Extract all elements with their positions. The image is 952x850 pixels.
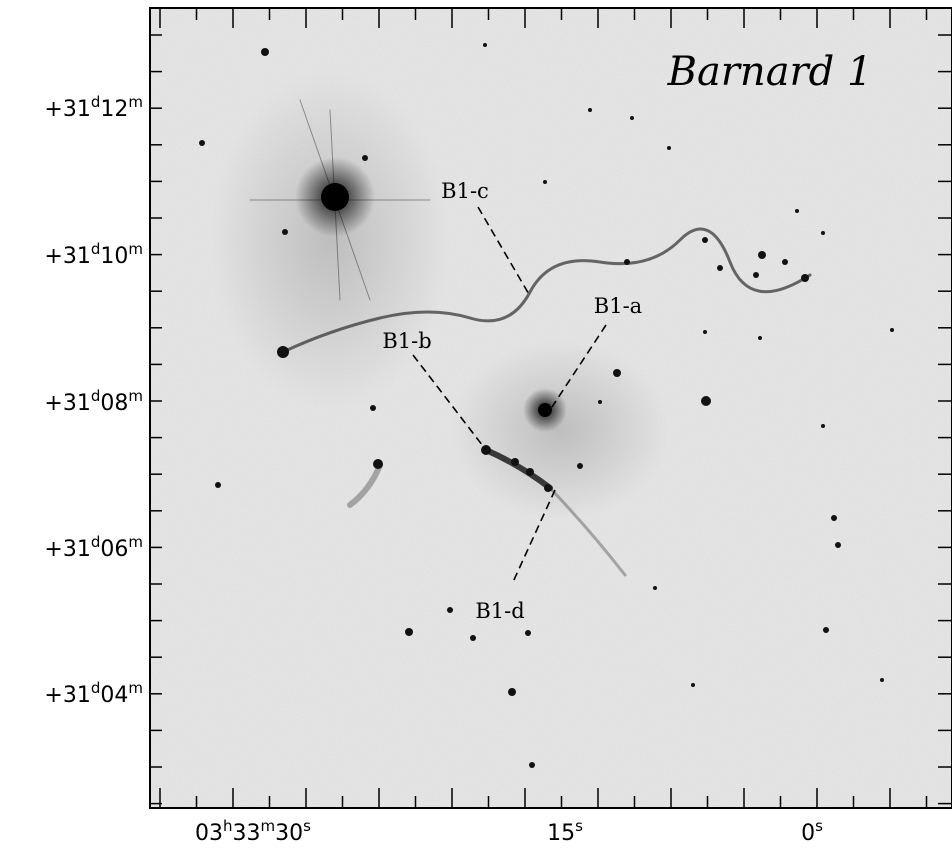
star [215,482,221,488]
star [703,330,707,334]
star [691,683,695,687]
tick-label: 15s [547,817,583,846]
image-area [150,8,952,808]
tick-label-part: 03 [195,821,223,846]
tick-label-unit: s [815,817,823,835]
star [667,146,671,150]
star [758,336,762,340]
tick-label-part: 33 [233,821,261,846]
tick-label-part: +31 [44,391,90,416]
tick-label: +31d06m [44,533,143,562]
star [890,328,894,332]
tick-label-unit: d [91,533,101,551]
annotation: B1-a [594,294,642,318]
tick-label-unit: s [303,817,311,835]
tick-label-unit: m [128,240,143,258]
star [821,231,825,235]
tick-label-part: +31 [44,97,90,122]
star [880,678,884,682]
tick-label-unit: m [128,533,143,551]
annotation: B1-b [382,329,431,353]
tick-label: 03h33m30s [195,817,311,846]
tick-label-unit: s [575,817,583,835]
tick-label: +31d04m [44,679,143,708]
star [483,43,487,47]
star [717,265,723,271]
star [526,468,534,476]
star [543,180,547,184]
tick-label-part: 08 [100,391,128,416]
star [795,209,799,213]
star [447,607,453,613]
star [370,405,376,411]
star [282,229,288,235]
tick-label-unit: d [91,240,101,258]
tick-label-part: 06 [100,537,128,562]
star [511,458,519,466]
tick-label-unit: d [91,679,101,697]
tick-label: +31d10m [44,240,143,269]
star [577,463,583,469]
star [835,542,841,548]
star [373,459,383,469]
tick-label-part: 04 [100,683,128,708]
star [470,635,476,641]
tick-label-part: +31 [44,683,90,708]
tick-label-unit: m [128,679,143,697]
tick-label-unit: m [261,817,276,835]
tick-label-unit: d [91,387,101,405]
star [821,424,825,428]
star [613,369,621,377]
star [823,627,829,633]
star [199,140,205,146]
star [529,762,535,768]
tick-label-unit: m [128,93,143,111]
star [588,108,592,112]
star [758,251,766,259]
tick-label-part: 0 [801,821,815,846]
annotation: B1-c [441,179,489,203]
star [544,484,552,492]
tick-label: 0s [801,817,823,846]
tick-label-part: 10 [100,244,128,269]
tick-label-part: 15 [547,821,575,846]
tick-label: +31d08m [44,387,143,416]
star [508,688,516,696]
star [801,274,809,282]
tick-label-unit: d [91,93,101,111]
tick-label-unit: m [128,387,143,405]
star [753,272,759,278]
annotation: B1-d [475,599,524,623]
tick-label-part: 30 [275,821,303,846]
star [701,396,711,406]
star [630,116,634,120]
star [702,237,708,243]
tick-label: +31d12m [44,93,143,122]
star [277,346,289,358]
star [261,48,269,56]
sky-image: Barnard 1 B1-c B1-a B1-b B1-d +31d12m+31… [0,0,952,850]
tick-label-part: +31 [44,244,90,269]
star [624,259,630,265]
tick-label-part: 12 [100,97,128,122]
star [362,155,368,161]
title: Barnard 1 [667,49,873,95]
star [782,259,788,265]
tick-label-unit: h [223,817,233,835]
star [598,400,602,404]
star [831,515,837,521]
star [653,586,657,590]
star [525,630,531,636]
star [405,628,413,636]
tick-label-part: +31 [44,537,90,562]
